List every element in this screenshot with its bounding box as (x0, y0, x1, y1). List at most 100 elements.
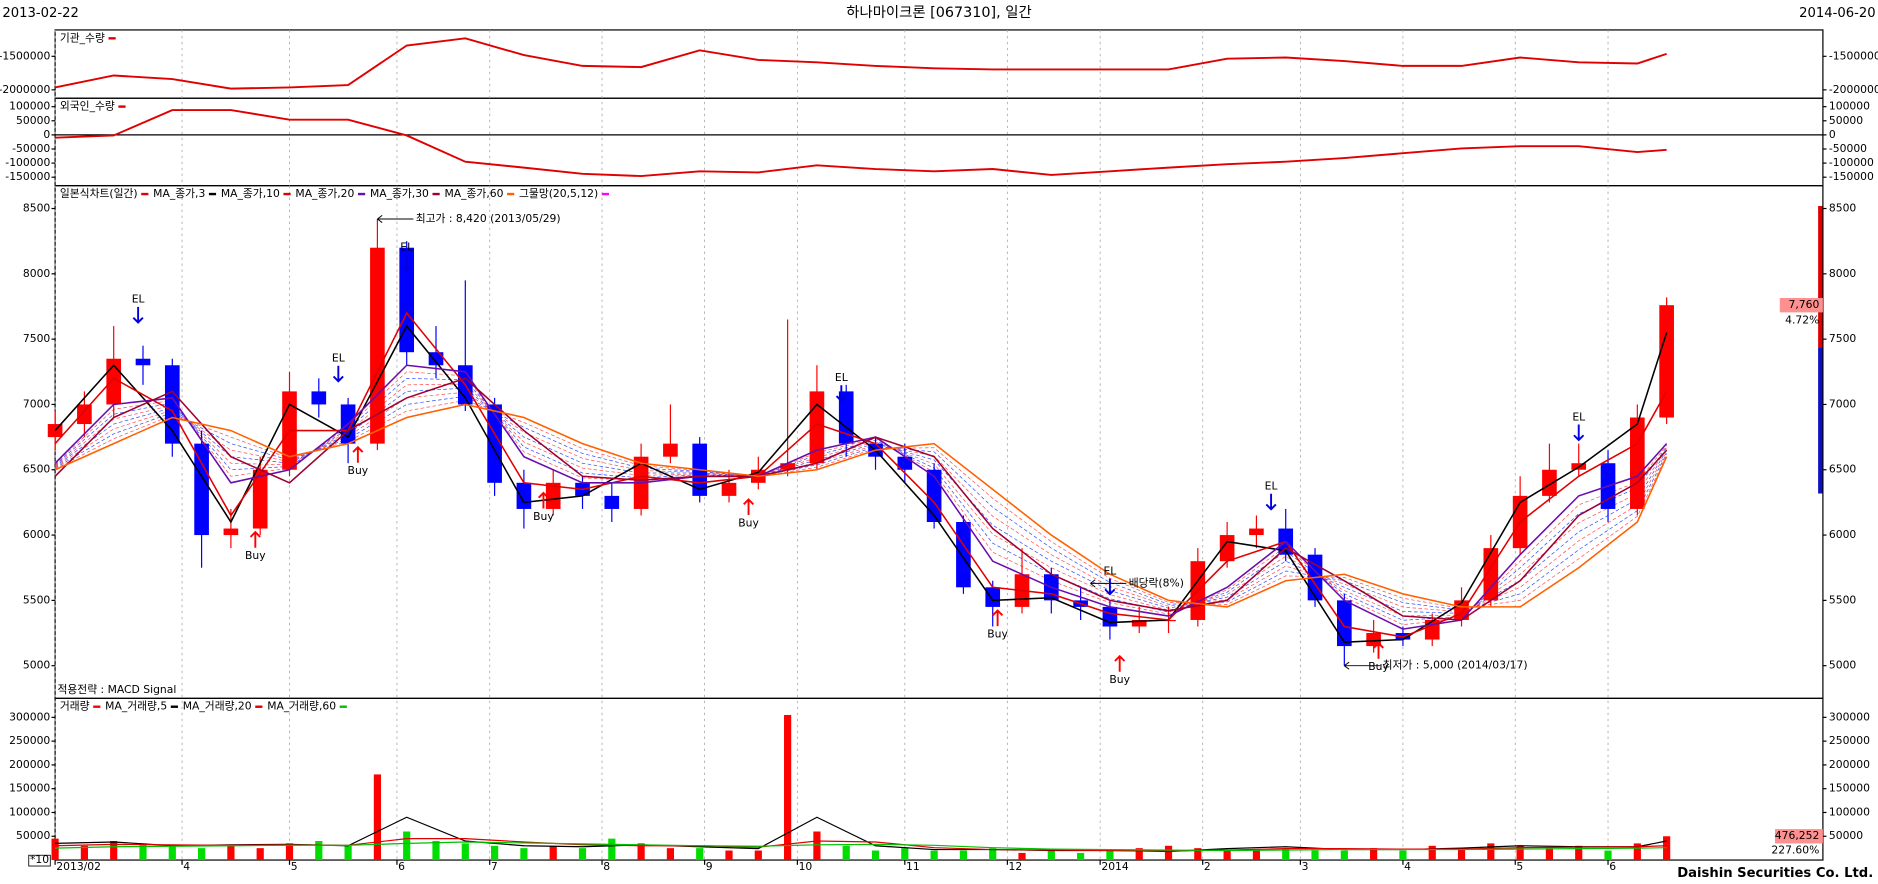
candle-body (1337, 600, 1352, 647)
volume-bar (1077, 852, 1085, 861)
volume-bar (285, 843, 294, 861)
annotation: 최고가 : 8,420 (2013/05/29) (416, 212, 561, 225)
signal-arrow (132, 306, 144, 324)
y-tick-label: 7000 (1829, 397, 1857, 410)
price-profile-down (1818, 347, 1823, 494)
chart-title: 하나마이크론 [067310], 일간 (846, 4, 1031, 21)
volume-bar (461, 843, 469, 861)
signal-arrow (249, 530, 261, 548)
x-tick-label: 12 (1009, 860, 1023, 873)
y-tick-label: 200000 (9, 758, 50, 771)
candle-body (516, 482, 532, 509)
signal-arrow (1373, 641, 1384, 659)
y-tick-label: 250000 (9, 734, 50, 747)
volume-bar (1399, 850, 1407, 861)
signal-label: EL (332, 352, 345, 365)
y-tick-label: 7500 (1829, 332, 1857, 345)
y-tick-label: 6500 (1829, 463, 1857, 476)
legend-label: 기관_수량 (60, 31, 105, 44)
series-line (54, 37, 1667, 90)
signal-arrow (1104, 578, 1116, 596)
volume-bar (784, 714, 792, 861)
volume-bar (1135, 848, 1143, 861)
volume-bar (1604, 850, 1612, 861)
y-tick-label: 7000 (23, 397, 51, 410)
y-tick-label: 5500 (1829, 593, 1857, 606)
volume-bar (696, 848, 704, 861)
y-tick-label: 150000 (9, 782, 50, 795)
volume-bar (959, 850, 968, 861)
volume-bar (871, 850, 880, 861)
x-tick-label: 5 (291, 860, 298, 873)
annotation-arrow (1090, 579, 1127, 588)
y-tick-label: -2000000 (1829, 83, 1878, 96)
legend-label: MA_종가,10 (221, 187, 280, 200)
volume-bar (901, 848, 909, 861)
volume-bar (432, 841, 440, 861)
candle-body (721, 482, 737, 496)
strategy: 적용전략 : MACD Signal (57, 683, 176, 696)
y-tick-label: -150000 (5, 170, 50, 183)
signal-label: EL (1104, 564, 1117, 577)
y-tick-label: 8000 (1829, 267, 1857, 280)
signal-arrow (992, 609, 1004, 627)
x-tick-label: 4 (183, 860, 190, 873)
end-date: 2014-06-20 (1799, 6, 1875, 21)
x-tick-label: 9 (706, 860, 713, 873)
volume-bar (1164, 845, 1173, 861)
legend-label: MA_종가,60 (444, 187, 503, 200)
signal-label: Buy (738, 516, 759, 529)
candle-body (399, 247, 415, 353)
x-tick-label: 10 (799, 860, 813, 873)
signal-label: Buy (987, 627, 1008, 640)
candle-body (428, 352, 444, 366)
volume-bar (578, 848, 587, 861)
annotation-arrow (1344, 661, 1381, 670)
y-tick-label: 6500 (23, 463, 51, 476)
volume-bar (1457, 848, 1466, 861)
x-tick-label: 4 (1404, 860, 1411, 873)
series-line (54, 311, 1668, 638)
candle-body (370, 247, 385, 444)
candle-body (663, 443, 678, 457)
signal-arrow (401, 254, 413, 272)
last-volume-box (1774, 829, 1823, 844)
candle-body (545, 482, 561, 509)
y-tick-label: -100000 (1829, 156, 1874, 169)
volume-bar (110, 841, 118, 861)
volume-bar (1487, 843, 1495, 861)
y-tick-label: 7500 (23, 332, 51, 345)
volume-bar (491, 845, 499, 861)
volume-bar (344, 845, 352, 861)
y-tick-label: 8000 (23, 267, 51, 280)
last-volume: 476,252 (1775, 829, 1820, 842)
volume-bar (1633, 843, 1641, 861)
annotation: 최저가 : 5,000 (2014/03/17) (1383, 659, 1528, 672)
y-tick-label: 6000 (23, 528, 51, 541)
x-tick-label: 3 (1302, 860, 1309, 873)
signal-label: Buy (348, 464, 369, 477)
y-tick-label: 0 (1829, 128, 1836, 141)
y-tick-label: -150000 (1829, 170, 1874, 183)
y-tick-label: 150000 (1829, 782, 1870, 795)
signal-arrow (332, 365, 344, 383)
footer: Daishin Securities Co. Ltd. (1677, 866, 1873, 881)
x-tick-label: 8 (603, 860, 610, 873)
candle-body (985, 587, 1001, 607)
volume-bar (549, 845, 557, 861)
candle-body (604, 495, 620, 509)
volume-bar (51, 838, 59, 861)
signal-arrow (1114, 654, 1126, 672)
y-tick-label: -50000 (1829, 142, 1867, 155)
y-tick-label: 50000 (1829, 114, 1863, 127)
price-profile-up (1818, 206, 1823, 348)
y-tick-label: 100000 (9, 805, 50, 818)
change: 4.72% (1785, 314, 1819, 327)
signal-label: EL (835, 371, 848, 384)
volume-bar (1516, 845, 1524, 861)
annotation: 배당락(8%) (1129, 576, 1184, 589)
net-line (54, 387, 1667, 614)
volume-bar (1252, 850, 1261, 861)
